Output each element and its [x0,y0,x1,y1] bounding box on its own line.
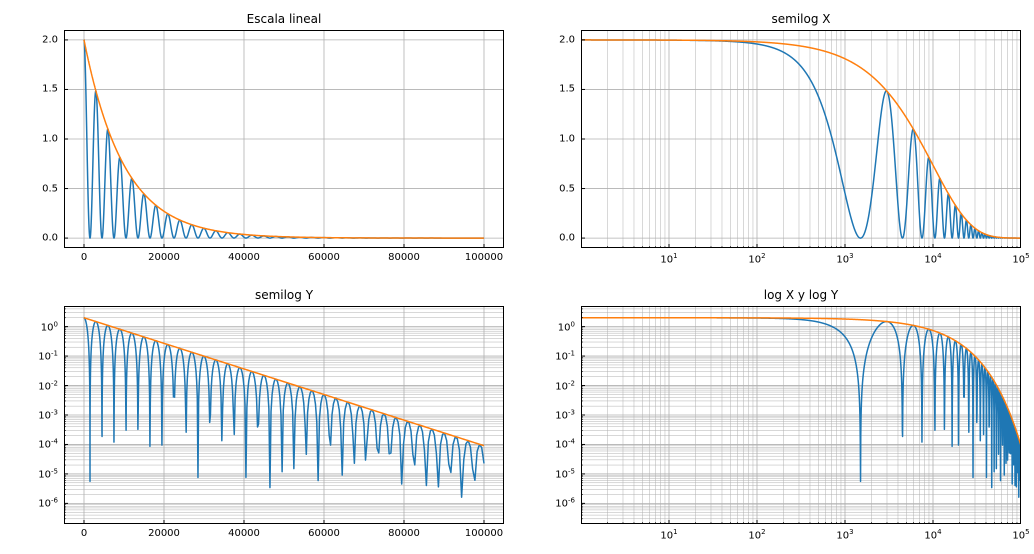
chart-plot [581,306,1021,524]
y-tick-label: 10-1 [38,349,58,362]
y-tick-label: 1.0 [42,134,58,145]
chart-title: log X y log Y [581,288,1021,302]
x-tick-label: 100000 [465,528,503,539]
chart-title: Escala lineal [64,12,504,26]
y-tick-label: 10-4 [555,438,575,451]
chart-title: semilog Y [64,288,504,302]
x-tick-label: 103 [836,528,853,541]
y-tick-label: 2.0 [42,34,58,45]
y-tick-label: 10-3 [38,408,58,421]
chart-panel: Escala lineal020000400006000080000100000… [64,30,504,248]
y-tick-label: 100 [558,320,575,333]
chart-title: semilog X [581,12,1021,26]
y-tick-label: 1.5 [559,84,575,95]
x-tick-label: 40000 [228,252,260,263]
y-tick-label: 100 [41,320,58,333]
chart-plot [64,30,504,248]
y-tick-label: 10-2 [38,379,58,392]
x-tick-label: 101 [660,252,677,265]
chart-plot [64,306,504,524]
y-tick-label: 2.0 [559,34,575,45]
chart-plot [581,30,1021,248]
x-tick-label: 20000 [148,252,180,263]
y-tick-label: 10-3 [555,408,575,421]
figure: Escala lineal 0 20000 40000 60000 80000 100000… [0,0,1034,554]
x-tick-label: 102 [748,528,765,541]
y-tick-label: 10-1 [555,349,575,362]
y-tick-label: 10-5 [555,467,575,480]
x-tick-label: 80000 [388,252,420,263]
y-tick-label: 0.0 [559,233,575,244]
x-tick-label: 60000 [308,252,340,263]
chart-panel: semilog X1011021031041050.00.51.01.52.0 [581,30,1021,248]
y-tick-label: 0.5 [42,183,58,194]
x-tick-label: 60000 [308,528,340,539]
y-tick-label: 0.5 [559,183,575,194]
y-tick-label: 1.5 [42,84,58,95]
x-tick-label: 105 [1012,252,1029,265]
y-tick-label: 10-5 [38,467,58,480]
x-tick-label: 102 [748,252,765,265]
y-tick-label: 10-4 [38,438,58,451]
x-tick-label: 100000 [465,252,503,263]
x-tick-label: 101 [660,528,677,541]
y-tick-label: 10-6 [38,497,58,510]
x-tick-label: 20000 [148,528,180,539]
chart-panel: log X y log Y10110210310410510-610-510-4… [581,306,1021,524]
y-tick-label: 1.0 [559,134,575,145]
y-tick-label: 10-2 [555,379,575,392]
x-tick-label: 0 [81,528,87,539]
y-tick-label: 10-6 [555,497,575,510]
x-tick-label: 80000 [388,528,420,539]
x-tick-label: 103 [836,252,853,265]
x-tick-label: 104 [924,252,941,265]
y-tick-label: 0.0 [42,233,58,244]
x-tick-label: 105 [1012,528,1029,541]
x-tick-label: 104 [924,528,941,541]
x-tick-label: 40000 [228,528,260,539]
x-tick-label: 0 [81,252,87,263]
chart-panel: semilog Y02000040000600008000010000010-6… [64,306,504,524]
